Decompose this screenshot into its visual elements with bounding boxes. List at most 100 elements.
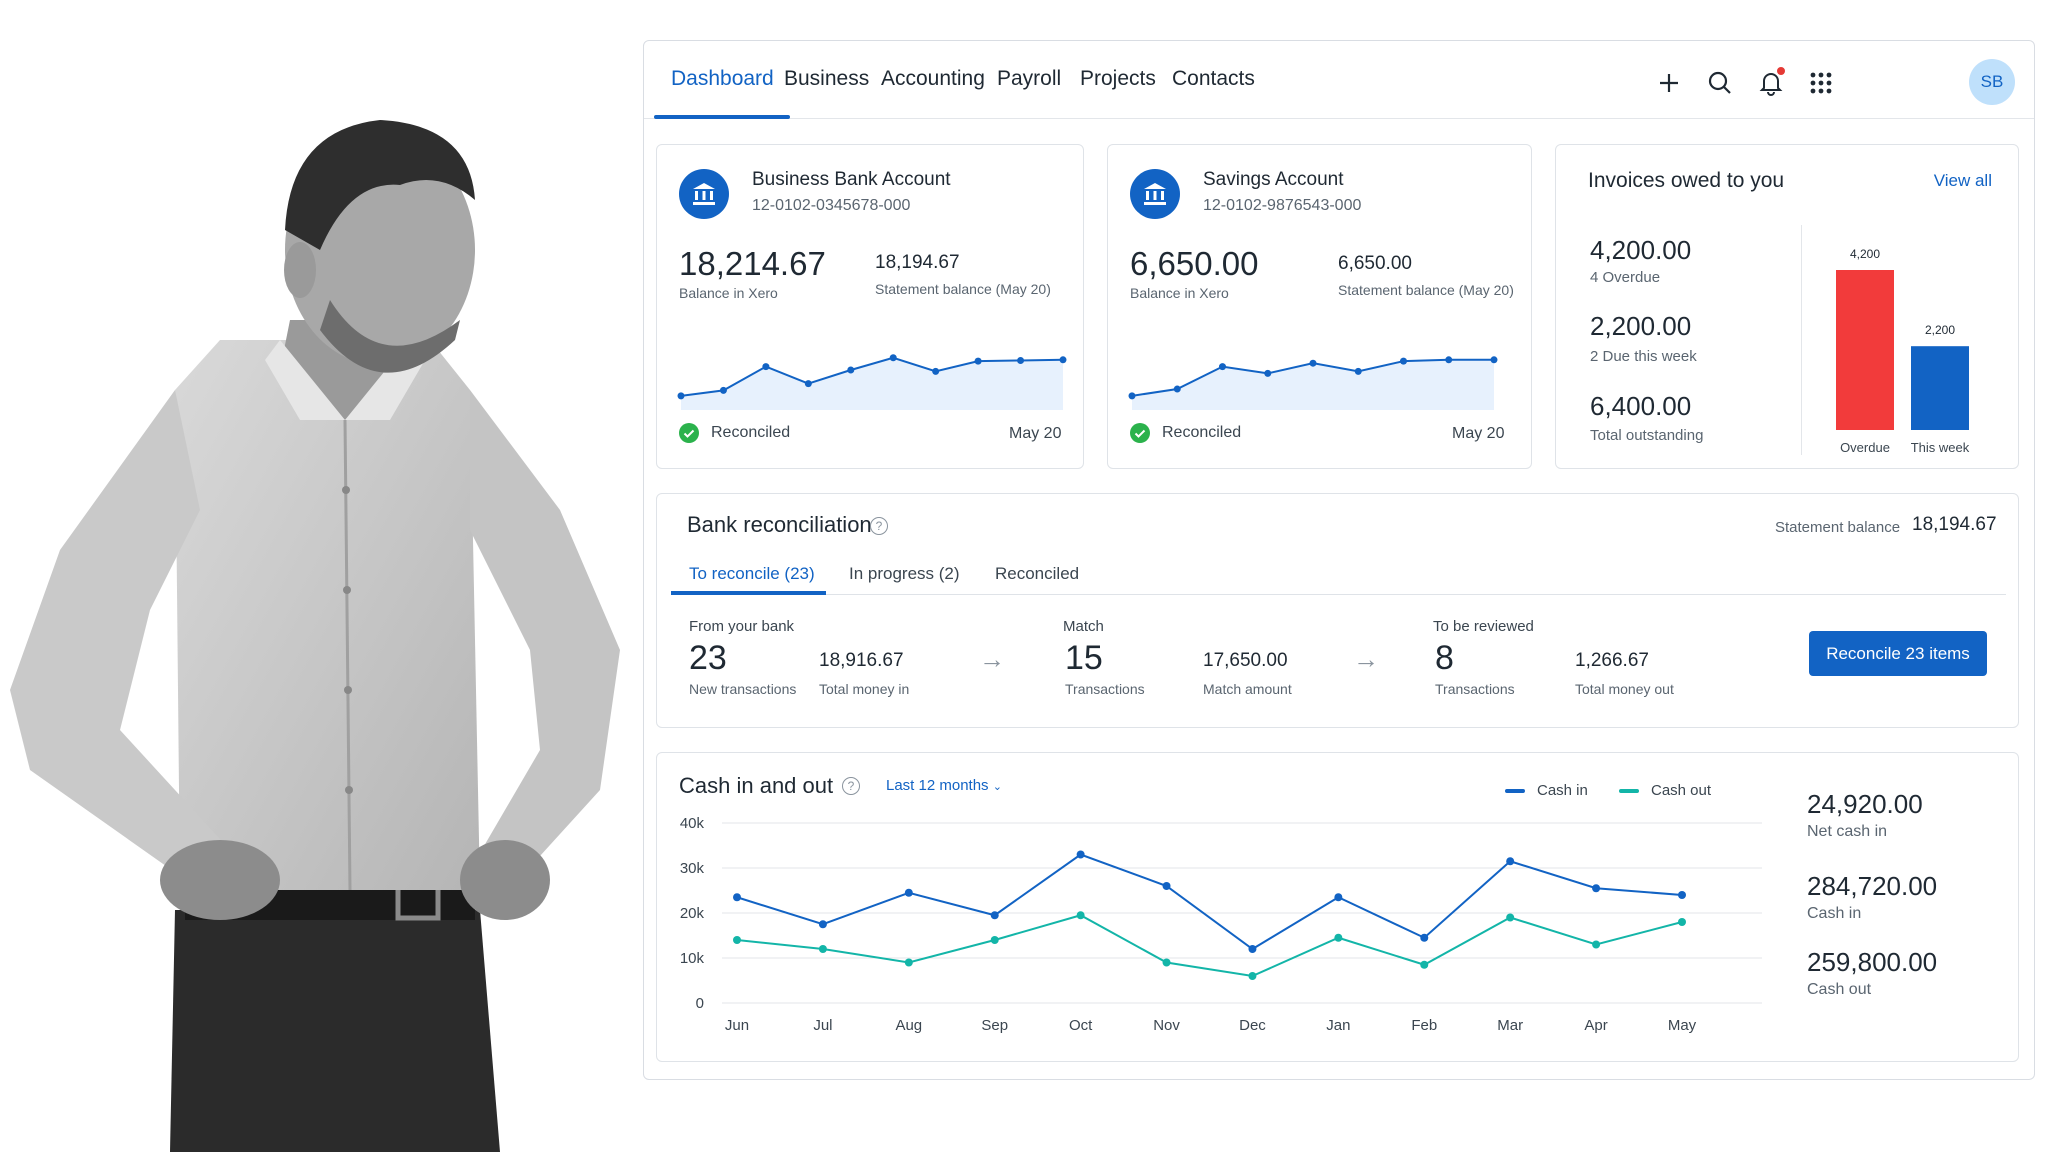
legend-cash-in: Cash in [1505, 782, 1588, 799]
tab-projects[interactable]: Projects [1080, 67, 1156, 90]
balance-label: Balance in Xero [679, 285, 778, 301]
bank-icon [1130, 169, 1180, 219]
trend-point [889, 354, 897, 362]
reconciled-label: Reconciled [1162, 424, 1242, 441]
statement-balance: 18,194.67 [875, 252, 960, 273]
business-bank-account-card[interactable]: Business Bank Account 12-0102-0345678-00… [656, 144, 1084, 469]
avatar[interactable]: SB [1969, 59, 2015, 105]
tab-accounting[interactable]: Accounting [881, 67, 985, 90]
y-tick-label: 40k [680, 815, 705, 832]
statement-balance-value: 18,194.67 [1912, 514, 1997, 535]
statement-balance-label: Statement balance (May 20) [875, 281, 1051, 297]
match-amount-label: Match amount [1203, 681, 1292, 697]
trend-point [762, 363, 770, 371]
period-dropdown[interactable]: Last 12 months ⌄ [886, 777, 1002, 794]
data-point [1162, 882, 1171, 890]
bar-category-label: Overdue [1840, 440, 1890, 455]
data-point [1076, 911, 1085, 920]
net-cash-in-value: 24,920.00 [1807, 789, 1923, 819]
data-point [733, 936, 741, 944]
series-line [736, 914, 1683, 978]
statement-balance-label: Statement balance [1775, 519, 1901, 536]
bank-icon [679, 169, 729, 219]
match-heading: Match [1063, 618, 1104, 635]
y-tick-label: 0 [696, 995, 704, 1012]
statement-balance-label: Statement balance (May 20) [1338, 282, 1514, 298]
bar-category-label: This week [1911, 440, 1970, 455]
help-icon[interactable]: ? [842, 777, 860, 795]
notification-dot [1777, 67, 1785, 75]
trend-point [1490, 356, 1498, 364]
due-this-week-label: 2 Due this week [1590, 348, 1697, 365]
arrow-right-icon: → [1353, 644, 1379, 674]
statement-date: May 20 [1009, 425, 1062, 442]
x-tick-label: Mar [1497, 1017, 1523, 1034]
plus-icon[interactable] [1649, 63, 1689, 103]
x-tick-label: Dec [1239, 1017, 1266, 1034]
data-point [1162, 958, 1171, 967]
data-point [1592, 884, 1601, 893]
view-all-link[interactable]: View all [1933, 171, 1992, 190]
divider [1801, 225, 1802, 455]
apps-grid-icon[interactable] [1801, 63, 1841, 103]
dashboard-window: Dashboard Business Accounting Payroll Pr… [643, 40, 2035, 1080]
help-icon[interactable]: ? [870, 517, 888, 535]
data-point [904, 958, 913, 967]
savings-account-card[interactable]: Savings Account 12-0102-9876543-000 6,65… [1107, 144, 1532, 469]
tab-in-progress[interactable]: In progress (2) [849, 564, 960, 583]
bell-icon[interactable] [1751, 63, 1791, 103]
tab-business[interactable]: Business [784, 67, 870, 90]
check-circle-icon [1130, 423, 1150, 443]
trend-point [974, 357, 982, 365]
arrow-right-icon: → [979, 644, 1005, 674]
trend-point [1059, 356, 1067, 364]
tab-payroll[interactable]: Payroll [997, 67, 1062, 90]
data-point [1420, 933, 1429, 942]
balance-in-xero: 18,214.67 [679, 245, 826, 282]
data-point [818, 920, 827, 929]
legend-swatch [1619, 788, 1639, 793]
trend-point [719, 386, 727, 394]
x-tick-label: Aug [895, 1017, 922, 1034]
trend-point [1173, 385, 1181, 393]
total-money-out-label: Total money out [1575, 681, 1674, 697]
x-tick-label: May [1668, 1017, 1697, 1034]
trend-point [1017, 356, 1025, 364]
overdue-label: 4 Overdue [1590, 269, 1661, 286]
cash-out-value: 259,800.00 [1807, 947, 1938, 977]
bar-value-label: 2,200 [1925, 323, 1955, 337]
data-point [1420, 960, 1429, 969]
reconcile-items-button[interactable]: Reconcile 23 items [1809, 631, 1987, 676]
balance-trend-chart [677, 354, 1067, 410]
from-bank-heading: From your bank [689, 618, 795, 635]
trend-point [932, 367, 940, 375]
legend-cash-out: Cash out [1619, 782, 1711, 799]
data-point [1506, 857, 1515, 866]
x-tick-label: Nov [1153, 1017, 1180, 1034]
statement-balance: 6,650.00 [1338, 253, 1412, 274]
tab-contacts[interactable]: Contacts [1172, 67, 1255, 90]
tab-dashboard[interactable]: Dashboard [671, 67, 774, 90]
cash-in-out-title: Cash in and out [679, 773, 834, 798]
balance-label: Balance in Xero [1130, 285, 1229, 301]
data-point [1334, 893, 1343, 902]
search-icon[interactable] [1700, 63, 1740, 103]
trend-point [1354, 367, 1362, 375]
tab-reconciled[interactable]: Reconciled [995, 564, 1080, 583]
person-photo [10, 120, 620, 1152]
cash-out-label: Cash out [1807, 981, 1872, 998]
cash-in-value: 284,720.00 [1807, 871, 1938, 901]
cash-in-out-card: Cash in and out ? Last 12 months ⌄ Cash … [656, 752, 2019, 1062]
x-tick-label: Feb [1411, 1017, 1437, 1034]
account-number: 12-0102-9876543-000 [1203, 197, 1362, 214]
invoice-bar [1911, 346, 1969, 430]
data-point [1248, 972, 1257, 980]
trend-point [1400, 357, 1407, 365]
divider [671, 594, 2006, 595]
account-name: Savings Account [1203, 169, 1344, 190]
total-outstanding-label: Total outstanding [1590, 427, 1704, 444]
tab-to-reconcile[interactable]: To reconcile (23) [689, 564, 815, 583]
x-tick-label: Oct [1069, 1017, 1093, 1034]
total-money-out-value: 1,266.67 [1575, 650, 1649, 671]
y-tick-label: 30k [680, 860, 705, 877]
